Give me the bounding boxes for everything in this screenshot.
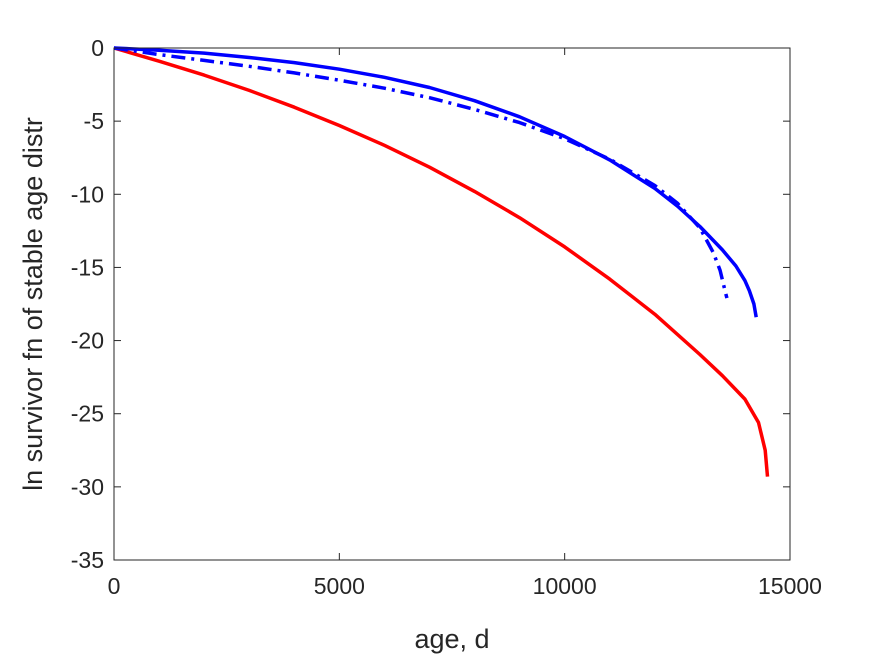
y-axis-label: ln survivor fn of stable age distr [18, 117, 48, 491]
series-line-1 [113, 46, 770, 477]
y-tick-label: 0 [91, 35, 104, 61]
x-tick-label: 5000 [314, 573, 365, 599]
axis-ticks: 0 5000 10000 15000 0 -5 -10 -15 -20 -25 -30 -35 [71, 35, 822, 599]
y-tick-label: -35 [71, 547, 104, 573]
y-tick-label: -5 [84, 108, 104, 134]
series-line-2 [113, 46, 758, 318]
x-axis-label: age, d [414, 624, 489, 654]
data-series [113, 46, 770, 477]
y-tick-label: -20 [71, 328, 104, 354]
y-tick-label: -15 [71, 254, 104, 280]
x-tick-label: 0 [108, 573, 121, 599]
y-tick-label: -25 [71, 401, 104, 427]
x-tick-label: 15000 [758, 573, 822, 599]
plot-area-frame [113, 47, 791, 561]
y-tick-label: -10 [71, 181, 104, 207]
x-tick-label: 10000 [533, 573, 597, 599]
y-tick-label: -30 [71, 474, 104, 500]
series-line-3 [113, 46, 729, 299]
